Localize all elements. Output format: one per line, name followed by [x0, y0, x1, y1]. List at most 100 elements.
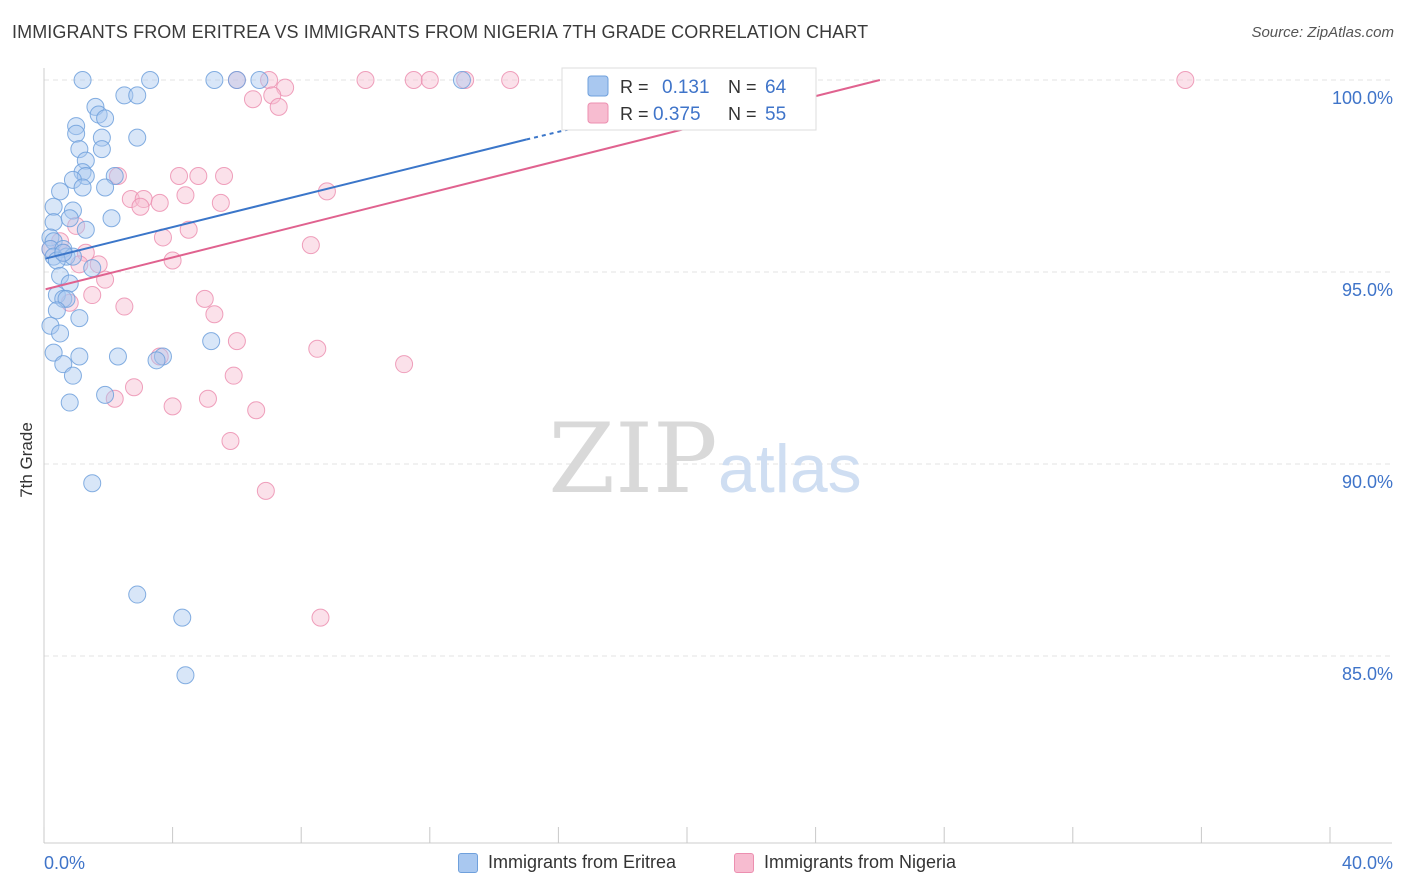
x-tick-label: 0.0%	[44, 853, 85, 873]
eritrea-point	[105, 167, 124, 185]
y-tick-label: 90.0%	[1342, 472, 1393, 492]
legend: R = 0.131 N = 64 R = 0.375 N = 55	[561, 67, 817, 131]
eritrea-point	[102, 209, 121, 228]
eritrea-point	[250, 71, 269, 89]
eritrea-point	[70, 309, 89, 328]
eritrea-point	[70, 140, 89, 159]
legend-n-label-eritrea: N =	[728, 77, 757, 97]
legend-item-nigeria: Immigrants from Nigeria	[734, 852, 956, 873]
eritrea-point	[76, 151, 95, 170]
x-tick-label: 40.0%	[1342, 853, 1393, 873]
y-tick-label: 95.0%	[1342, 280, 1393, 300]
eritrea-point	[173, 608, 192, 627]
eritrea-point	[96, 109, 115, 128]
eritrea-point	[51, 182, 70, 201]
eritrea-point	[128, 128, 147, 147]
eritrea-points	[41, 71, 471, 685]
eritrea-point	[83, 474, 102, 493]
nigeria-point	[311, 608, 330, 627]
chart-title: IMMIGRANTS FROM ERITREA VS IMMIGRANTS FR…	[12, 22, 869, 42]
eritrea-point	[44, 197, 63, 216]
eritrea-point	[60, 393, 79, 412]
nigeria-point	[198, 389, 217, 408]
nigeria-point	[501, 71, 520, 89]
nigeria-point	[163, 251, 182, 270]
nigeria-point	[179, 220, 198, 239]
nigeria-point	[260, 71, 279, 89]
legend-r-value-nigeria: 0.375	[653, 104, 701, 125]
nigeria-point	[121, 190, 140, 209]
eritrea-point	[141, 71, 160, 89]
eritrea-point	[41, 316, 60, 335]
watermark-zip: ZIP	[548, 403, 717, 515]
eritrea-point	[452, 71, 471, 89]
eritrea-point	[63, 366, 82, 385]
eritrea-trend-line	[45, 138, 527, 260]
nigeria-point	[83, 286, 102, 305]
eritrea-point	[60, 209, 79, 228]
legend-swatch-nigeria	[587, 102, 609, 124]
eritrea-point	[54, 355, 73, 374]
eritrea-point	[73, 178, 92, 197]
eritrea-trend-extension	[526, 123, 591, 141]
eritrea-point	[176, 666, 195, 685]
eritrea-point	[67, 124, 86, 143]
legend-r-label-nigeria: R =	[620, 104, 649, 124]
nigeria-point	[1176, 71, 1195, 89]
legend-label-nigeria: Immigrants from Nigeria	[764, 852, 957, 872]
nigeria-point	[215, 167, 234, 185]
eritrea-point	[70, 347, 89, 366]
nigeria-point	[163, 397, 182, 416]
eritrea-point	[83, 259, 102, 278]
nigeria-point	[395, 355, 414, 374]
eritrea-point	[92, 140, 111, 159]
nigeria-point	[205, 305, 224, 324]
source-label: Source: ZipAtlas.com	[1251, 24, 1394, 41]
eritrea-point	[51, 266, 70, 285]
legend-n-value-nigeria: 55	[765, 104, 786, 125]
eritrea-point	[108, 347, 127, 366]
nigeria-point	[269, 97, 288, 116]
y-tick-label: 85.0%	[1342, 664, 1393, 684]
axes	[43, 68, 1392, 844]
eritrea-point	[202, 332, 221, 351]
nigeria-point	[256, 481, 275, 500]
nigeria-point	[115, 297, 134, 316]
eritrea-point	[47, 301, 66, 320]
tick-labels: 100.0% 95.0% 90.0% 85.0% 0.0% 40.0%	[44, 88, 1393, 873]
eritrea-point	[67, 117, 86, 136]
eritrea-point	[96, 385, 115, 404]
nigeria-point	[221, 431, 240, 450]
nigeria-point	[224, 366, 243, 385]
eritrea-point	[147, 351, 166, 370]
eritrea-point	[44, 213, 63, 232]
legend-label-eritrea: Immigrants from Eritrea	[488, 852, 677, 872]
nigeria-point	[176, 186, 195, 205]
legend-swatch-nigeria-bottom	[734, 852, 754, 873]
eritrea-point	[63, 170, 82, 189]
series-legend: Immigrants from Eritrea Immigrants from …	[0, 852, 1406, 878]
eritrea-point	[128, 86, 147, 105]
eritrea-point	[115, 86, 134, 105]
nigeria-point	[67, 216, 86, 235]
nigeria-point	[227, 332, 246, 351]
eritrea-point	[76, 220, 95, 239]
eritrea-point	[44, 343, 63, 362]
nigeria-point	[105, 389, 124, 408]
eritrea-point	[96, 178, 115, 197]
nigeria-point	[243, 90, 262, 109]
eritrea-point	[57, 289, 76, 308]
eritrea-point	[128, 585, 147, 604]
legend-swatch-eritrea-bottom	[458, 852, 478, 873]
nigeria-point	[125, 378, 144, 397]
nigeria-point	[247, 401, 266, 420]
nigeria-point	[131, 197, 150, 216]
legend-r-label-eritrea: R =	[620, 77, 649, 97]
eritrea-point	[73, 71, 92, 89]
nigeria-point	[189, 167, 208, 185]
legend-r-value-eritrea: 0.131	[662, 77, 710, 98]
grid-lines	[44, 79, 1392, 657]
nigeria-point	[404, 71, 423, 89]
nigeria-point	[308, 339, 327, 358]
